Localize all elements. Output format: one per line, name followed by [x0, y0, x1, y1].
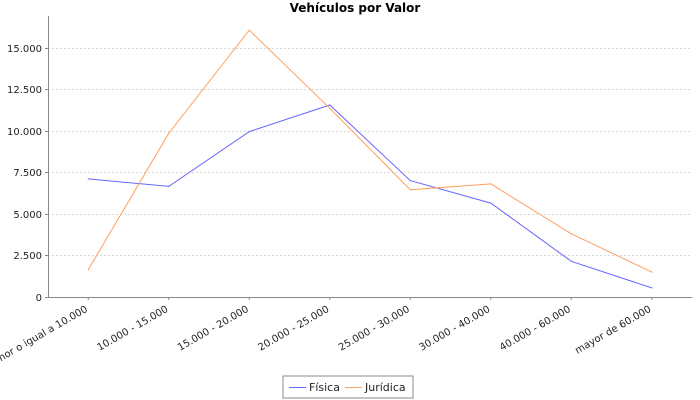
data-point — [248, 131, 250, 133]
y-tick-label: 10.000 — [7, 127, 42, 138]
data-point — [329, 104, 331, 106]
data-point — [570, 233, 572, 235]
y-tick-label: 7.500 — [13, 168, 42, 179]
x-tick-label: 30.000 - 40.000 — [418, 304, 493, 354]
y-tick-label: 0 — [36, 293, 42, 304]
data-point — [651, 271, 653, 273]
x-tick-label: menor o igual a 10.000 — [0, 304, 90, 372]
y-tick-label: 15.000 — [7, 44, 42, 55]
y-tick-label: 2.500 — [13, 251, 42, 262]
data-point — [490, 202, 492, 204]
data-point — [248, 29, 250, 31]
legend-label: Física — [309, 381, 340, 394]
legend: Física Jurídica — [282, 375, 414, 399]
axes — [45, 16, 692, 300]
data-point — [168, 132, 170, 134]
data-point — [409, 180, 411, 182]
x-tick-label: 20.000 - 25.000 — [257, 304, 332, 354]
x-tick-label: 25.000 - 30.000 — [337, 304, 412, 354]
series-line-jurídica — [87, 29, 653, 273]
x-tick-label: mayor de 60.000 — [573, 304, 653, 356]
grid — [48, 48, 692, 256]
series-line-física — [88, 104, 652, 289]
data-point — [490, 183, 492, 185]
data-point — [409, 189, 411, 191]
data-point — [329, 107, 331, 109]
x-tick-label: 15.000 - 20.000 — [176, 304, 251, 354]
y-tick-label: 12.500 — [7, 85, 42, 96]
x-tick-label: 10.000 - 15.000 — [96, 304, 171, 354]
x-tick-label: 40.000 - 60.000 — [498, 304, 573, 354]
series-lines — [87, 29, 653, 289]
data-point — [87, 178, 89, 180]
data-point — [87, 269, 89, 271]
chart-title: Vehículos por Valor — [290, 1, 421, 15]
data-point — [570, 260, 572, 262]
data-point — [651, 287, 653, 289]
data-point — [168, 185, 170, 187]
legend-label: Jurídica — [364, 381, 406, 394]
y-tick-label: 5.000 — [13, 210, 42, 221]
tick-labels: 0 2.500 5.000 7.500 10.000 12.500 15.000 menor … — [0, 44, 653, 372]
